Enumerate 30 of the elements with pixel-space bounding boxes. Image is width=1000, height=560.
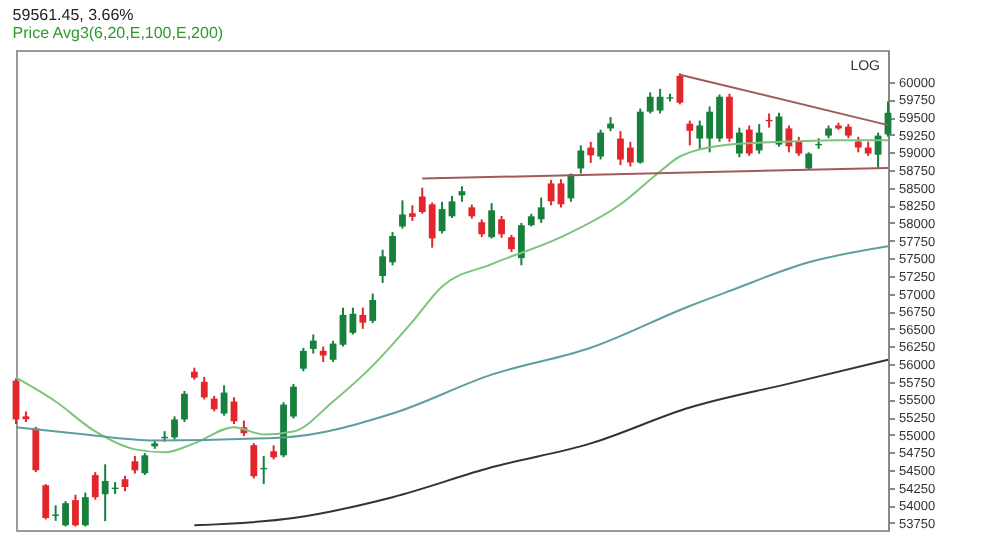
candlestick	[309, 333, 317, 355]
candlestick	[369, 292, 377, 325]
candlestick	[32, 425, 40, 474]
candlestick	[81, 491, 89, 528]
candlestick	[577, 144, 585, 175]
candlestick	[735, 126, 743, 159]
line-series	[15, 245, 889, 442]
candlestick	[498, 214, 505, 239]
chart-subtitle: Price Avg3(6,20,E,100,E,200)	[12, 24, 224, 42]
candlestick	[399, 199, 406, 230]
candlestick	[250, 442, 258, 480]
candlestick	[745, 124, 753, 157]
chart-title: 59561.45, 3.66%	[12, 6, 134, 24]
candlestick	[686, 119, 694, 147]
candlestick	[42, 483, 50, 521]
candlestick	[299, 346, 307, 373]
candlestick	[91, 471, 99, 501]
candlestick	[72, 493, 79, 528]
candlestick	[517, 221, 525, 267]
candlestick	[141, 452, 149, 476]
candlestick	[200, 375, 208, 401]
candlestick	[755, 123, 763, 155]
candlestick	[359, 306, 367, 330]
candlestick	[181, 389, 188, 423]
candlestick	[587, 140, 595, 164]
line-series	[193, 358, 889, 527]
candlestick	[488, 202, 496, 240]
candlestick	[726, 92, 733, 143]
candlestick	[171, 415, 178, 441]
candlestick	[597, 128, 605, 161]
